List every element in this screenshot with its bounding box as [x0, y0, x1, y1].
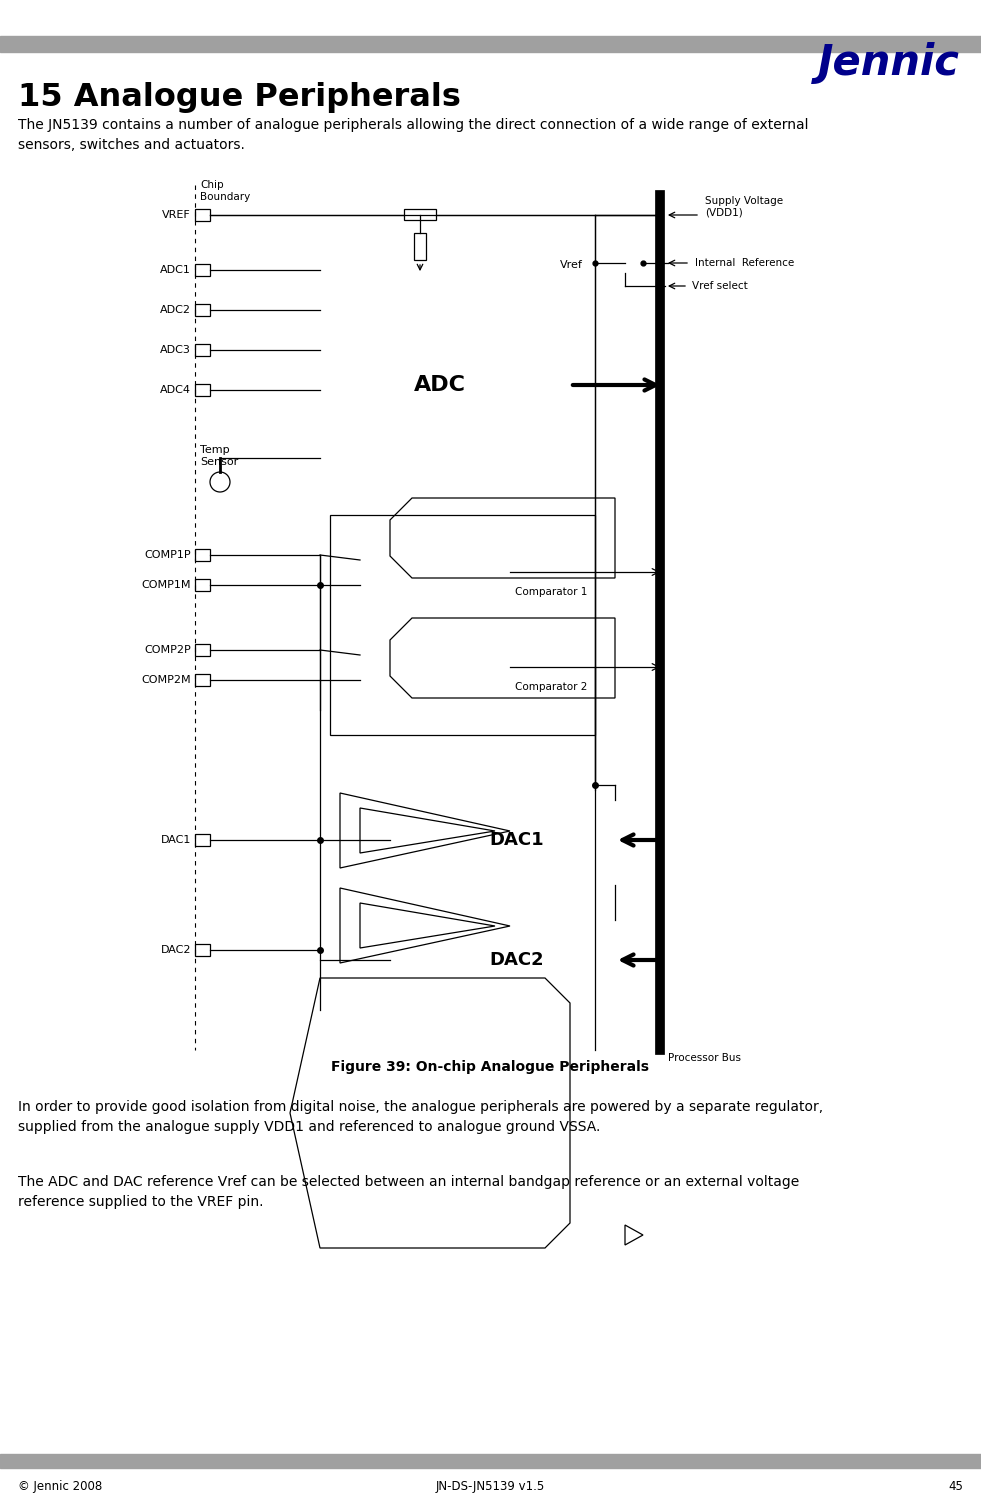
Bar: [195, 580, 210, 592]
Bar: [195, 674, 210, 686]
Text: Internal  Reference: Internal Reference: [695, 258, 795, 268]
Text: In order to provide good isolation from digital noise, the analogue peripherals : In order to provide good isolation from …: [18, 1100, 823, 1134]
Bar: [404, 210, 436, 220]
Text: The JN5139 contains a number of analogue peripherals allowing the direct connect: The JN5139 contains a number of analogue…: [18, 118, 808, 153]
Text: Comparator 1: Comparator 1: [515, 587, 588, 598]
Text: Temp
Sensor: Temp Sensor: [200, 445, 238, 466]
Text: DAC2: DAC2: [490, 951, 544, 969]
Bar: [195, 644, 210, 656]
Text: DAC1: DAC1: [490, 831, 544, 849]
Text: DAC2: DAC2: [161, 945, 191, 956]
Text: Supply Voltage
(VDD1): Supply Voltage (VDD1): [705, 196, 783, 217]
Text: ADC: ADC: [414, 374, 466, 395]
Text: VREF: VREF: [162, 210, 191, 220]
Bar: [195, 944, 210, 956]
Text: Comparator 2: Comparator 2: [515, 682, 588, 692]
Text: © Jennic 2008: © Jennic 2008: [18, 1480, 102, 1494]
Bar: [195, 834, 210, 846]
Bar: [414, 234, 426, 261]
Bar: [195, 383, 210, 395]
Bar: [0, 36, 981, 52]
Text: Figure 39: On-chip Analogue Peripherals: Figure 39: On-chip Analogue Peripherals: [331, 1061, 649, 1074]
Bar: [0, 1455, 981, 1468]
Bar: [195, 210, 210, 222]
Text: COMP2M: COMP2M: [141, 676, 191, 685]
Bar: [330, 515, 595, 736]
Text: DAC1: DAC1: [161, 834, 191, 845]
Text: Processor Bus: Processor Bus: [668, 1053, 741, 1064]
Text: Vref: Vref: [560, 261, 583, 270]
Bar: [195, 304, 210, 316]
Text: The ADC and DAC reference Vref can be selected between an internal bandgap refer: The ADC and DAC reference Vref can be se…: [18, 1174, 800, 1209]
Text: ADC4: ADC4: [160, 385, 191, 395]
Text: COMP2P: COMP2P: [144, 646, 191, 655]
Text: Vref select: Vref select: [692, 282, 748, 291]
Bar: [195, 345, 210, 357]
Text: Jennic: Jennic: [818, 42, 960, 84]
Text: ADC1: ADC1: [160, 265, 191, 276]
Text: 45: 45: [948, 1480, 963, 1494]
Text: Chip
Boundary: Chip Boundary: [200, 180, 250, 202]
Text: 15 Analogue Peripherals: 15 Analogue Peripherals: [18, 82, 461, 112]
Text: JN-DS-JN5139 v1.5: JN-DS-JN5139 v1.5: [436, 1480, 544, 1494]
Text: COMP1M: COMP1M: [141, 580, 191, 590]
Bar: [195, 548, 210, 560]
Text: COMP1P: COMP1P: [144, 550, 191, 560]
Text: ADC2: ADC2: [160, 306, 191, 315]
Text: ADC3: ADC3: [160, 345, 191, 355]
Bar: [195, 264, 210, 276]
